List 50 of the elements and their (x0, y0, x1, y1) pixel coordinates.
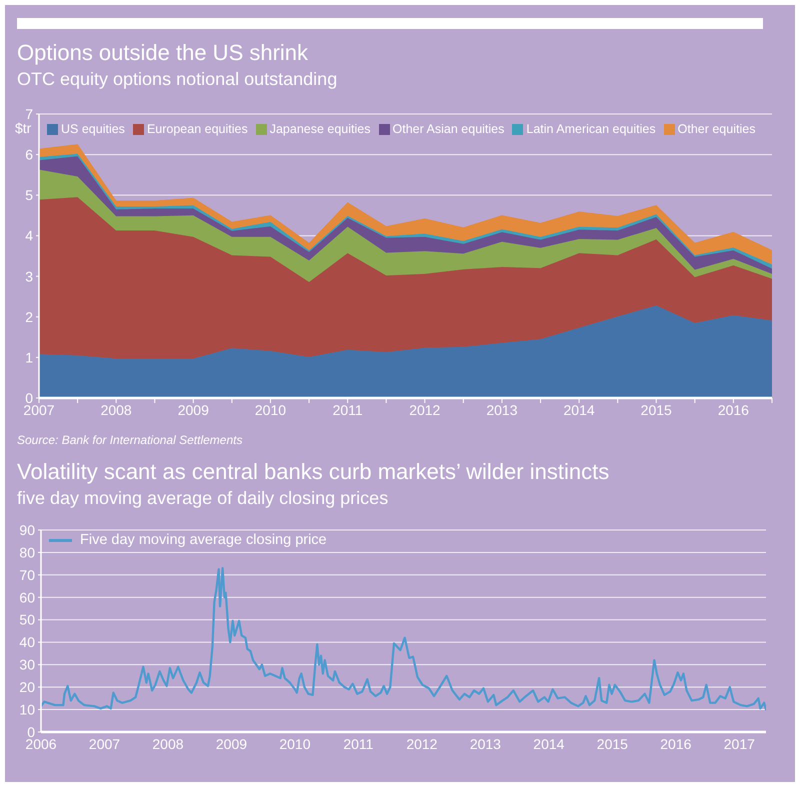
y-axis-title: $tr (15, 120, 32, 136)
legend-label: Japanese equities (270, 121, 370, 138)
x-tick-label: 2008 (100, 402, 132, 418)
y-tick-label: 60 (19, 589, 36, 606)
legend-label: Latin American equities (526, 121, 656, 138)
x-tick-label: 2014 (533, 736, 565, 752)
y-tick-label: 1 (25, 349, 34, 366)
chart-title: Volatility scant as central banks curb markets’ wilder instincts (17, 459, 610, 485)
y-tick-label: 70 (19, 566, 36, 583)
x-tick-label: 2007 (88, 736, 120, 752)
x-tick-label: 2012 (406, 736, 438, 752)
x-tick-label: 2015 (640, 402, 672, 418)
x-tick-label: 2011 (332, 402, 363, 418)
x-tick-label: 2012 (409, 402, 441, 418)
y-tick-label: 6 (25, 146, 34, 163)
y-tick-label: 3 (25, 268, 34, 284)
chart-subtitle: OTC equity options notional outstanding (17, 68, 338, 90)
legend-label: Other Asian equities (392, 121, 504, 138)
x-tick-label: 2017 (724, 736, 756, 752)
y-tick-label: 4 (25, 228, 34, 244)
y-tick-label: 40 (19, 634, 36, 650)
x-tick-label: 2010 (254, 402, 286, 418)
x-tick-label: 2014 (564, 402, 595, 418)
y-tick-label: 20 (19, 679, 36, 696)
x-tick-label: 2009 (178, 402, 210, 418)
y-tick-label: 30 (19, 656, 36, 673)
legend-label: Five day moving average closing price (80, 531, 327, 549)
y-tick-label: 90 (19, 522, 36, 538)
x-tick-label: 2008 (152, 736, 184, 752)
x-tick-label: 2015 (596, 736, 628, 752)
x-tick-label: 2013 (486, 402, 518, 418)
legend-label: Other equities (678, 121, 756, 138)
chart-title: Options outside the US shrink (17, 40, 308, 66)
chart-subtitle: five day moving average of daily closing prices (17, 487, 388, 509)
x-tick-label: 2011 (343, 736, 374, 752)
legend-label: European equities (146, 121, 248, 138)
source-note: Source: Bank for International Settlements (17, 432, 242, 448)
y-tick-label: 10 (19, 702, 36, 718)
x-tick-label: 2016 (718, 402, 750, 418)
line-series (41, 567, 766, 711)
x-tick-label: 2009 (216, 736, 248, 752)
x-tick-label: 2010 (279, 736, 311, 752)
y-tick-label: 5 (25, 187, 34, 204)
x-tick-label: 2013 (470, 736, 502, 752)
y-tick-label: 80 (19, 544, 36, 560)
legend-label: US equities (61, 121, 125, 138)
y-tick-label: 2 (25, 308, 34, 325)
y-tick-label: 7 (25, 106, 34, 122)
y-tick-label: 50 (19, 612, 36, 628)
x-tick-label: 2016 (660, 736, 692, 752)
